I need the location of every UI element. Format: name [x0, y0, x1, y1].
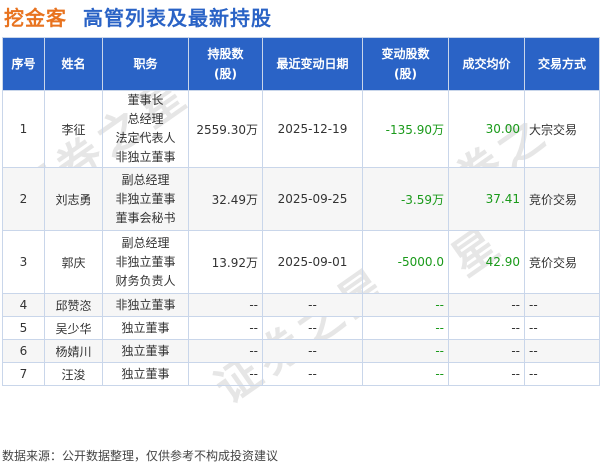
row-index: 3	[2, 230, 45, 294]
exec-name: 邱赞恣	[44, 293, 103, 317]
shares-held: --	[188, 316, 263, 340]
column-header: 姓名	[44, 37, 103, 91]
exec-name: 刘志勇	[44, 167, 103, 231]
row-index: 4	[2, 293, 45, 317]
exec-name: 杨婧川	[44, 339, 103, 363]
avg-price: 37.41	[448, 167, 525, 231]
row-index: 7	[2, 362, 45, 386]
exec-positions: 副总经理 非独立董事 董事会秘书	[102, 167, 189, 231]
table-row: 2 刘志勇 副总经理 非独立董事 董事会秘书 32.49万 2025-09-25 -3.59万…	[2, 167, 600, 231]
shares-change: -135.90万	[362, 90, 449, 168]
avg-price: --	[448, 362, 525, 386]
row-index: 5	[2, 316, 45, 340]
exec-positions: 独立董事	[102, 316, 189, 340]
table-row: 1 李征 董事长 总经理 法定代表人 非独立董事 2559.30万 2025-12-19 -13…	[2, 90, 600, 168]
change-date: 2025-12-19	[262, 90, 363, 168]
executives-table-wrap: 序号 姓名 职务 持股数 (股) 最近变动日期 变动股数 (股) 成交均价 交易方式 1 李征 董事长…	[2, 37, 600, 386]
source-note: 数据来源：公开数据整理，仅供参考不构成投资建议	[2, 449, 279, 463]
table-row: 6 杨婧川 独立董事 -- -- -- -- --	[2, 339, 600, 363]
avg-price: 42.90	[448, 230, 525, 294]
exec-name: 吴少华	[44, 316, 103, 340]
column-header: 成交均价	[448, 37, 525, 91]
exec-positions: 非独立董事	[102, 293, 189, 317]
shares-change: --	[362, 316, 449, 340]
page-title: 高管列表及最新持股	[83, 5, 272, 30]
shares-held: --	[188, 293, 263, 317]
shares-held: --	[188, 362, 263, 386]
table-row: 7 汪浚 独立董事 -- -- -- -- --	[2, 362, 600, 386]
column-header: 交易方式	[524, 37, 600, 91]
title-bar: 挖金客 高管列表及最新持股	[4, 3, 272, 30]
table-row: 4 邱赞恣 非独立董事 -- -- -- -- --	[2, 293, 600, 317]
shares-change: --	[362, 339, 449, 363]
row-index: 1	[2, 90, 45, 168]
column-header: 序号	[2, 37, 45, 91]
column-header: 持股数 (股)	[188, 37, 263, 91]
row-index: 6	[2, 339, 45, 363]
row-index: 2	[2, 167, 45, 231]
change-date: 2025-09-01	[262, 230, 363, 294]
shares-change: --	[362, 362, 449, 386]
trade-method: --	[524, 293, 600, 317]
column-header: 最近变动日期	[262, 37, 363, 91]
shares-held: --	[188, 339, 263, 363]
column-header: 职务	[102, 37, 189, 91]
trade-method: 竞价交易	[524, 230, 600, 294]
trade-method: 竞价交易	[524, 167, 600, 231]
executives-table: 序号 姓名 职务 持股数 (股) 最近变动日期 变动股数 (股) 成交均价 交易方式 1 李征 董事长…	[2, 37, 600, 386]
exec-positions: 副总经理 非独立董事 财务负责人	[102, 230, 189, 294]
avg-price: 30.00	[448, 90, 525, 168]
change-date: --	[262, 293, 363, 317]
trade-method: --	[524, 339, 600, 363]
shares-held: 2559.30万	[188, 90, 263, 168]
table-body: 1 李征 董事长 总经理 法定代表人 非独立董事 2559.30万 2025-12-19 -13…	[2, 90, 600, 386]
shares-change: -5000.0	[362, 230, 449, 294]
change-date: --	[262, 362, 363, 386]
exec-positions: 独立董事	[102, 339, 189, 363]
column-header: 变动股数 (股)	[362, 37, 449, 91]
table-row: 5 吴少华 独立董事 -- -- -- -- --	[2, 316, 600, 340]
avg-price: --	[448, 293, 525, 317]
change-date: 2025-09-25	[262, 167, 363, 231]
exec-positions: 独立董事	[102, 362, 189, 386]
shares-change: -3.59万	[362, 167, 449, 231]
brand-name: 挖金客	[4, 5, 67, 30]
table-header-row: 序号 姓名 职务 持股数 (股) 最近变动日期 变动股数 (股) 成交均价 交易方式	[2, 37, 600, 91]
table-row: 3 郭庆 副总经理 非独立董事 财务负责人 13.92万 2025-09-01 -5000.0…	[2, 230, 600, 294]
exec-name: 郭庆	[44, 230, 103, 294]
change-date: --	[262, 339, 363, 363]
exec-name: 李征	[44, 90, 103, 168]
shares-held: 13.92万	[188, 230, 263, 294]
avg-price: --	[448, 339, 525, 363]
shares-change: --	[362, 293, 449, 317]
exec-name: 汪浚	[44, 362, 103, 386]
avg-price: --	[448, 316, 525, 340]
trade-method: --	[524, 316, 600, 340]
trade-method: --	[524, 362, 600, 386]
change-date: --	[262, 316, 363, 340]
exec-positions: 董事长 总经理 法定代表人 非独立董事	[102, 90, 189, 168]
trade-method: 大宗交易	[524, 90, 600, 168]
shares-held: 32.49万	[188, 167, 263, 231]
